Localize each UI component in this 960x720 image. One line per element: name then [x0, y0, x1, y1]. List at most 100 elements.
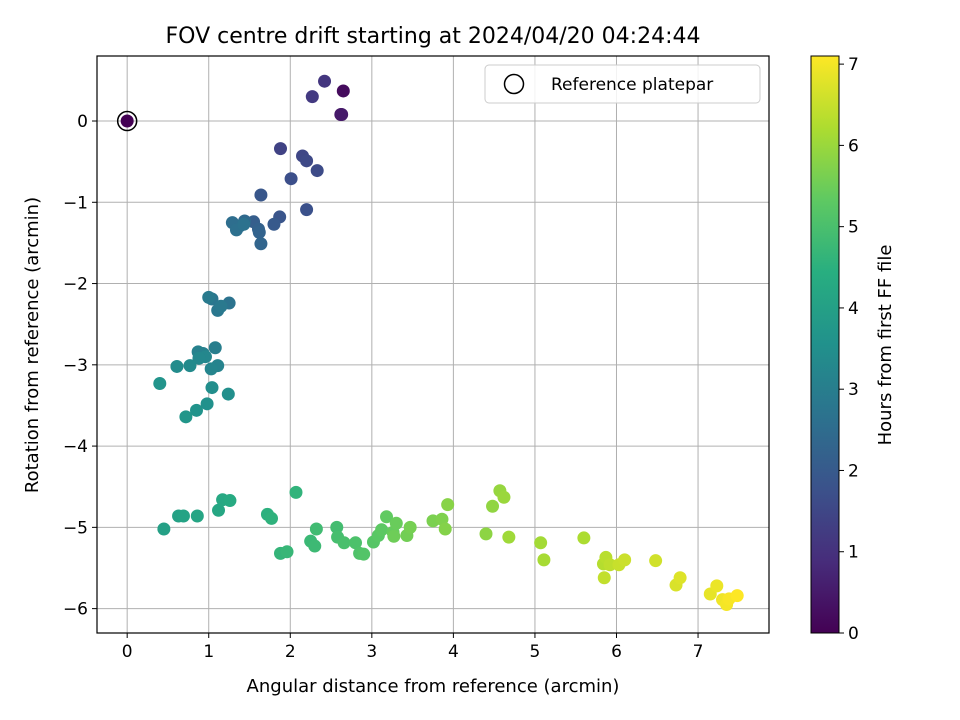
data-point: [179, 410, 193, 424]
data-point: [330, 520, 344, 534]
y-tick-label: −1: [63, 193, 88, 213]
colorbar: 0 1 2 3 4 5 6 7 Hours from first FF file: [810, 55, 896, 644]
data-point: [170, 359, 184, 373]
x-tick-label: 6: [611, 642, 622, 662]
data-point: [176, 509, 190, 523]
y-axis-ticks: 0 −1 −2 −3 −4 −5 −6: [63, 112, 97, 620]
legend: Reference platepar: [484, 64, 761, 104]
data-point: [603, 558, 617, 572]
data-point: [441, 498, 455, 512]
data-point: [649, 554, 663, 568]
data-point: [204, 362, 218, 376]
x-axis-label: Angular distance from reference (arcmin): [247, 676, 620, 697]
data-point: [289, 485, 303, 499]
colorbar-gradient: [810, 55, 840, 634]
data-point: [202, 290, 216, 304]
data-point: [200, 397, 214, 411]
data-point: [618, 553, 632, 567]
data-point: [267, 217, 281, 231]
y-axis-label: Rotation from reference (arcmin): [22, 197, 43, 493]
x-tick-label: 7: [693, 642, 704, 662]
data-point: [300, 203, 314, 217]
data-point: [284, 172, 298, 186]
data-point: [309, 522, 323, 536]
data-point: [300, 154, 314, 168]
colorbar-tick-label: 3: [848, 380, 859, 400]
data-point: [357, 547, 371, 561]
data-point: [280, 545, 294, 559]
reference-platepar-marker: [116, 110, 138, 132]
grid-lines: [97, 56, 769, 633]
x-axis-ticks: 0 1 2 3 4 5 6 7: [122, 633, 704, 662]
colorbar-tick-label: 5: [848, 218, 859, 238]
y-tick-label: −6: [63, 600, 88, 620]
data-point: [153, 377, 167, 391]
colorbar-tick-label: 2: [848, 461, 859, 481]
colorbar-tick-label: 7: [848, 55, 859, 75]
data-point: [438, 522, 452, 536]
data-point: [189, 403, 203, 417]
data-point: [502, 530, 516, 544]
data-point: [597, 571, 611, 585]
data-point: [192, 351, 206, 365]
data-point: [387, 529, 401, 543]
x-tick-label: 5: [530, 642, 541, 662]
data-point: [337, 536, 351, 550]
data-point: [349, 536, 363, 550]
data-point: [403, 520, 417, 534]
data-point: [205, 381, 219, 395]
colorbar-label: Hours from first FF file: [875, 245, 896, 446]
data-point: [221, 387, 235, 401]
data-point: [389, 516, 403, 530]
y-tick-label: 0: [77, 112, 88, 132]
data-point: [710, 579, 724, 593]
y-tick-label: −4: [63, 437, 88, 457]
data-point: [486, 499, 500, 513]
data-point: [336, 84, 350, 98]
data-point: [157, 522, 171, 536]
colorbar-ticks: 0 1 2 3 4 5 6 7: [839, 55, 859, 644]
x-tick-label: 3: [366, 642, 377, 662]
data-point: [265, 511, 279, 525]
colorbar-tick-label: 6: [848, 136, 859, 156]
data-point: [308, 539, 322, 553]
data-point: [730, 589, 744, 603]
data-point: [254, 188, 268, 202]
data-point: [305, 90, 319, 104]
y-tick-label: −5: [63, 518, 88, 538]
colorbar-tick-label: 1: [848, 543, 859, 563]
x-tick-label: 1: [203, 642, 214, 662]
data-point: [310, 164, 324, 178]
chart-title: FOV centre drift starting at 2024/04/20 …: [166, 24, 701, 49]
data-point: [497, 490, 511, 504]
legend-box: [484, 64, 761, 104]
data-point: [120, 114, 134, 128]
data-point: [537, 553, 551, 567]
data-point: [212, 503, 226, 517]
data-point: [335, 108, 349, 122]
data-point: [435, 512, 449, 526]
data-point: [252, 225, 266, 239]
y-tick-label: −2: [63, 275, 88, 295]
x-tick-label: 0: [122, 642, 133, 662]
data-point: [208, 341, 222, 355]
y-tick-label: −3: [63, 356, 88, 376]
data-point: [479, 527, 493, 541]
x-tick-label: 2: [285, 642, 296, 662]
legend-reference-marker: [503, 73, 525, 95]
data-point: [254, 237, 268, 251]
data-point: [190, 509, 204, 523]
data-point: [534, 536, 548, 550]
data-point: [223, 494, 237, 508]
plot-frame: [96, 55, 770, 634]
reference-marker: [116, 110, 138, 132]
data-point: [183, 359, 197, 373]
data-point: [237, 217, 251, 231]
data-point: [577, 531, 591, 545]
data-point: [318, 74, 332, 88]
data-point: [375, 523, 389, 537]
x-tick-label: 4: [448, 642, 459, 662]
colorbar-tick-label: 0: [848, 624, 859, 644]
legend-entry: Reference platepar: [551, 75, 713, 95]
